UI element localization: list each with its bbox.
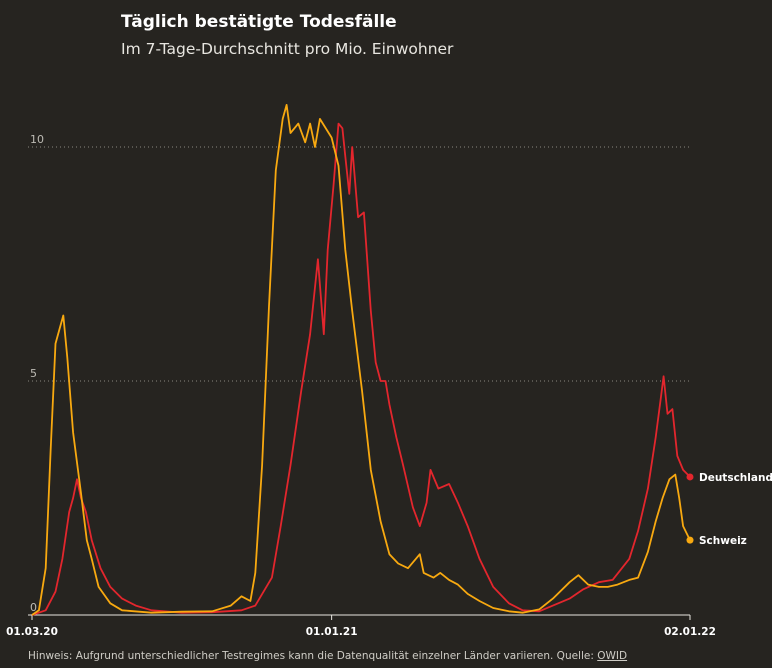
series-line-deutschland: [31, 122, 691, 616]
x-tick-label-2: 02.01.22: [664, 626, 716, 638]
y-tick-label-5: 5: [30, 367, 37, 380]
footnote-text: Hinweis: Aufgrund unterschiedlicher Test…: [28, 650, 594, 662]
x-tick-label-0: 01.03.20: [6, 626, 58, 638]
series-label-schweiz: Schweiz: [699, 535, 747, 547]
y-axis-ticks: 0 5 10: [30, 133, 44, 614]
series-line-schweiz: [31, 104, 691, 616]
series-end-markers: Deutschland Schweiz: [686, 472, 772, 547]
series-lines: [31, 104, 691, 616]
source-link[interactable]: OWID: [597, 650, 628, 662]
chart-subtitle: Im 7-Tage-Durchschnitt pro Mio. Einwohne…: [121, 40, 454, 58]
series-end-dot-schweiz: [686, 536, 694, 544]
grid-lines: [28, 146, 690, 382]
chart-title: Täglich bestätigte Todesfälle: [121, 12, 397, 32]
series-end-dot-deutschland: [686, 473, 694, 481]
y-tick-label-0: 0: [30, 601, 37, 614]
x-axis: 01.03.20 01.01.21 02.01.22: [6, 614, 716, 638]
y-tick-label-10: 10: [30, 133, 44, 146]
x-tick-label-1: 01.01.21: [306, 626, 358, 638]
footnote: Hinweis: Aufgrund unterschiedlicher Test…: [28, 650, 627, 662]
series-label-deutschland: Deutschland: [699, 472, 772, 484]
